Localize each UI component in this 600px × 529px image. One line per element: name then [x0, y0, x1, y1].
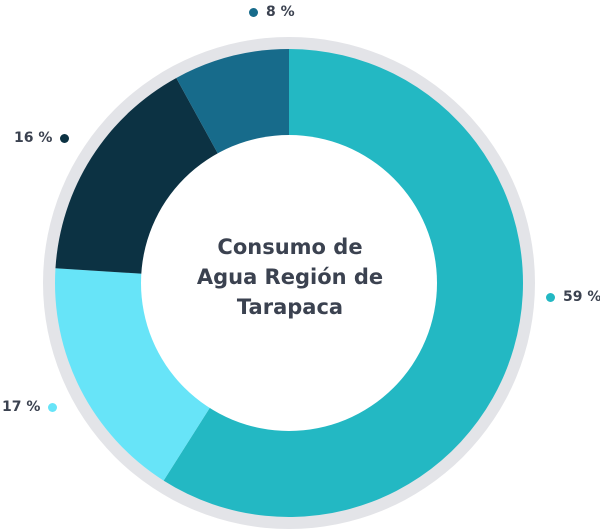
slice-label-59: 59 %: [546, 289, 600, 305]
slice-legend-dot-59: [546, 292, 555, 302]
chart-title-line-2: Agua Región de: [196, 265, 384, 289]
donut-hole: [141, 135, 437, 431]
slice-legend-dot-16: [60, 133, 70, 143]
slice-label-text-8: 8 %: [266, 4, 295, 20]
chart-title: Consumo de Agua Región de Tarapaca: [175, 232, 405, 322]
slice-legend-dot-8: [249, 7, 258, 17]
chart-title-line-1: Consumo de: [217, 235, 363, 259]
slice-label-17: 17 %: [2, 399, 58, 415]
chart-title-line-3: Tarapaca: [236, 295, 344, 319]
slice-label-16: 16 %: [14, 130, 70, 146]
slice-legend-dot-17: [48, 402, 58, 412]
slice-label-text-16: 16 %: [14, 130, 53, 146]
slice-label-8: 8 %: [249, 4, 295, 20]
slice-label-text-59: 59 %: [563, 289, 600, 305]
slice-label-text-17: 17 %: [2, 399, 41, 415]
